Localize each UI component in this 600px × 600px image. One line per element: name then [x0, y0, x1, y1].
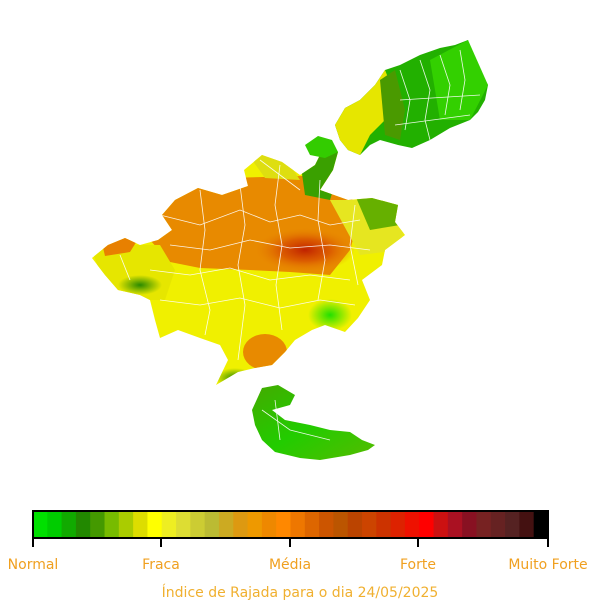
map-caption: Índice de Rajada para o dia 24/05/2025 [161, 585, 439, 600]
color-scale-cell [447, 511, 463, 538]
color-scale-cell [476, 511, 492, 538]
color-scale-cell [390, 511, 406, 538]
color-scale-cell [462, 511, 477, 538]
legend-label-normal: Normal [7, 557, 59, 573]
color-scale-cell [90, 511, 106, 538]
main-region [92, 145, 405, 385]
color-scale-cell [261, 511, 277, 538]
color-scale-cell [204, 511, 220, 538]
color-scale-cell [505, 511, 520, 538]
color-scale-cell [190, 511, 206, 538]
color-scale-cell [404, 511, 420, 538]
color-scale-cell [419, 511, 435, 538]
color-scale-cell [433, 511, 449, 538]
color-scale-cell [47, 511, 63, 538]
legend-label-muito-forte: Muito Forte [508, 557, 588, 573]
color-scale-cell [247, 511, 263, 538]
color-scale-cell [61, 511, 77, 538]
color-scale-cell [147, 511, 163, 538]
northeast-region [335, 40, 488, 155]
color-scale-cell [533, 511, 549, 538]
color-scale-cell [347, 511, 363, 538]
color-scale-cell [490, 511, 506, 538]
color-scale-cell [304, 511, 320, 538]
legend-label-forte: Forte [400, 557, 436, 573]
color-scale-cell [276, 511, 291, 538]
color-scale-cell [333, 511, 349, 538]
color-scale-cell [75, 511, 91, 538]
legend-label-fraca: Fraca [142, 557, 180, 573]
color-scale-cell [519, 511, 535, 538]
color-scale-cell [290, 511, 306, 538]
color-scale-cell [118, 511, 134, 538]
color-scale-cell [376, 511, 392, 538]
color-scale-legend [32, 510, 549, 547]
legend-label-media: Média [268, 557, 312, 573]
color-scale-cell [176, 511, 191, 538]
color-scale-cell [133, 511, 148, 538]
region-map [92, 40, 488, 460]
color-scale-cell [161, 511, 177, 538]
color-scale-cell [233, 511, 249, 538]
north-island-region [305, 136, 338, 158]
south-region [252, 385, 375, 460]
color-scale-cell [33, 511, 48, 538]
color-scale-cell [104, 511, 120, 538]
color-scale-cell [218, 511, 234, 538]
color-scale-cell [319, 511, 334, 538]
color-scale-cells [33, 511, 549, 538]
color-scale-cell [362, 511, 377, 538]
